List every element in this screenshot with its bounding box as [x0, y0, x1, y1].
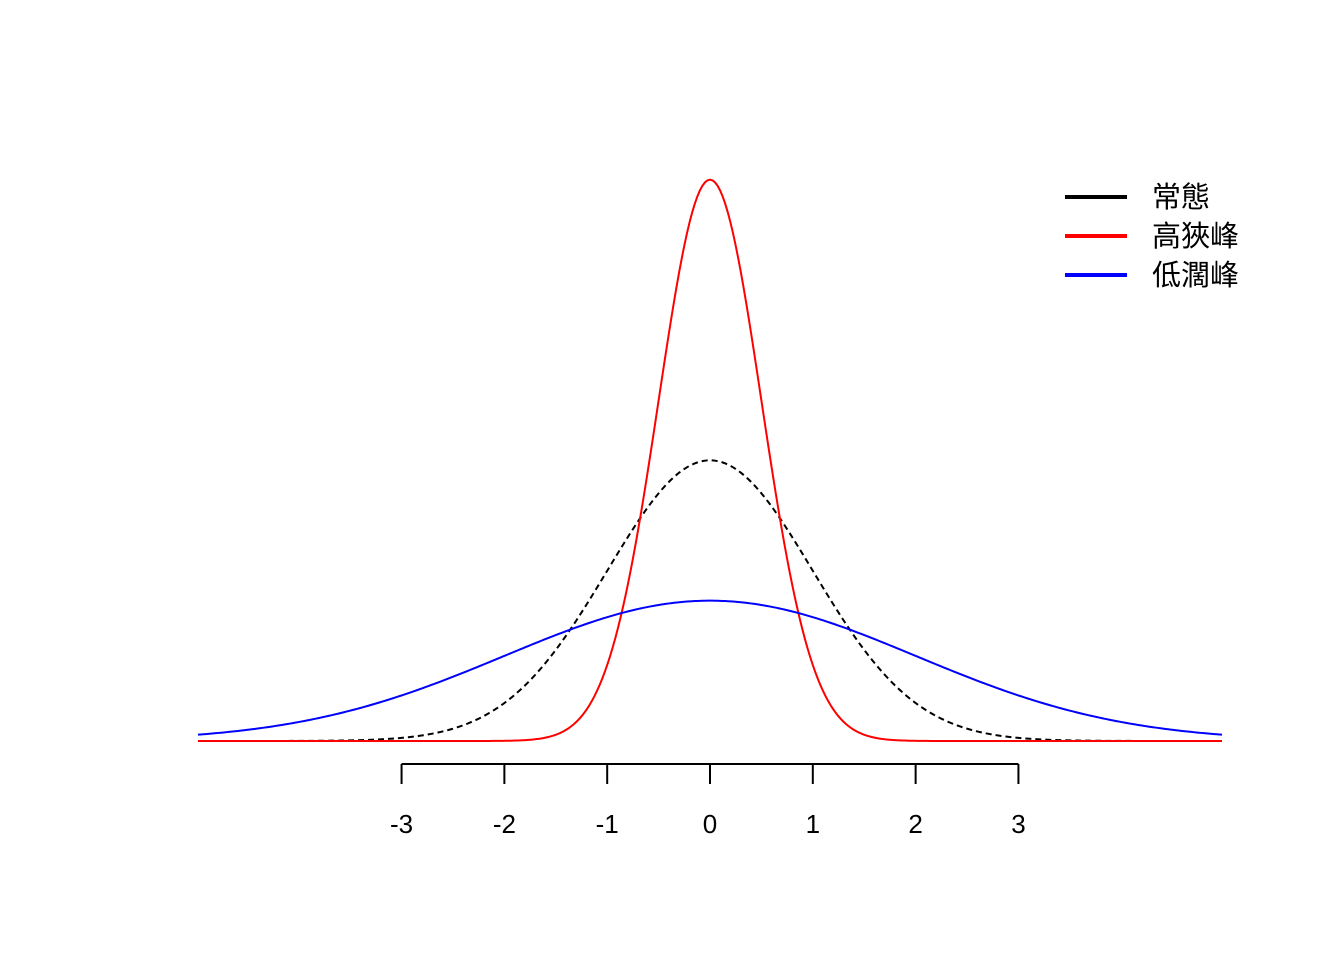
- x-tick-label: -3: [390, 809, 413, 839]
- series-line-1: [198, 459, 1222, 742]
- series-line-2: [198, 178, 1222, 742]
- x-tick-label: 0: [703, 809, 717, 839]
- x-tick-label: 3: [1011, 809, 1025, 839]
- legend-label-2: 高狹峰: [1152, 220, 1239, 253]
- x-tick-label: 2: [908, 809, 922, 839]
- x-tick-label: -2: [493, 809, 516, 839]
- x-tick-label: -1: [596, 809, 619, 839]
- x-axis: -3 -2 -1 0 1 2 3: [390, 763, 1026, 839]
- series-line-3: [197, 599, 1223, 736]
- legend-label-1: 常態: [1152, 181, 1210, 214]
- x-tick-label: 1: [806, 809, 820, 839]
- plot-area: [197, 178, 1223, 742]
- legend-label-3: 低濶峰: [1152, 259, 1239, 292]
